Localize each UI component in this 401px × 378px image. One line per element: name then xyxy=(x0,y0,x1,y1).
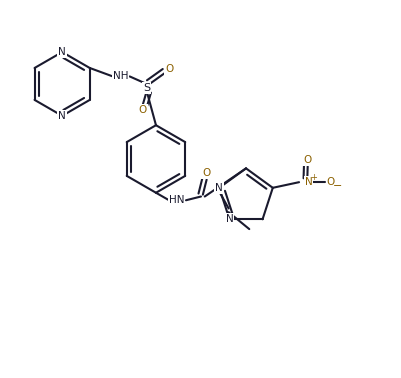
Text: S: S xyxy=(143,83,150,93)
Text: +: + xyxy=(309,173,316,182)
Text: N: N xyxy=(225,214,233,224)
Text: HN: HN xyxy=(168,195,184,205)
Text: N: N xyxy=(58,47,66,57)
Text: O: O xyxy=(303,155,311,165)
Text: N: N xyxy=(304,177,312,187)
Text: O: O xyxy=(202,168,210,178)
Text: N: N xyxy=(58,111,66,121)
Text: O: O xyxy=(138,105,147,115)
Text: O: O xyxy=(326,177,334,187)
Text: −: − xyxy=(332,181,341,191)
Text: NH: NH xyxy=(112,71,128,81)
Text: N: N xyxy=(215,183,223,193)
Text: O: O xyxy=(164,64,173,74)
